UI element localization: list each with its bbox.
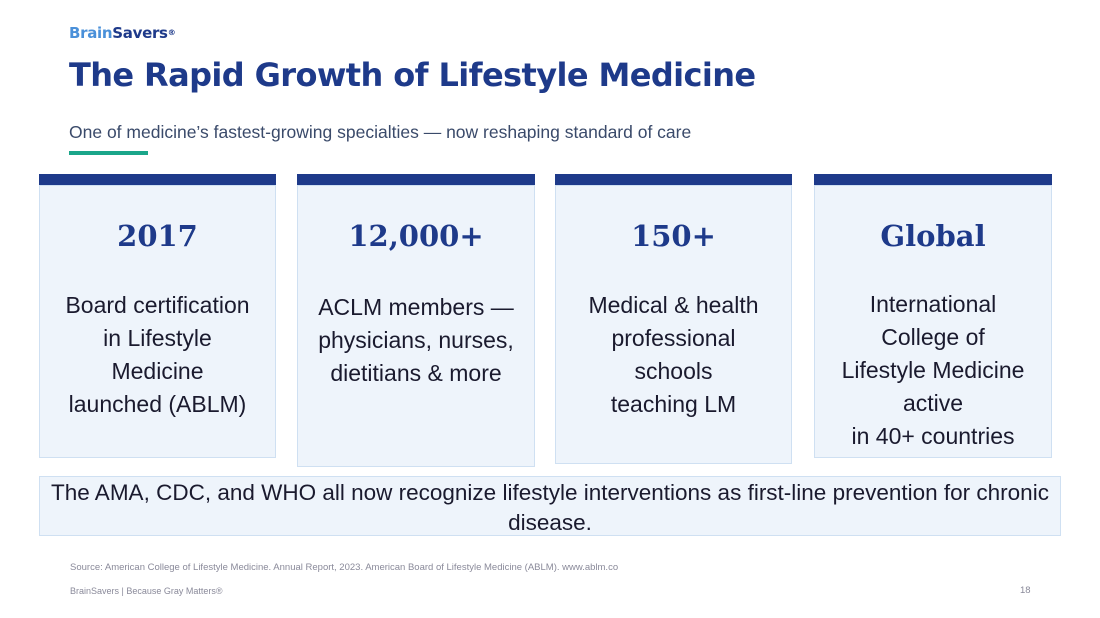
brand-logo: BrainSavers® xyxy=(69,24,176,42)
card-description: ACLM members — physicians, nurses, dieti… xyxy=(318,294,514,386)
card-stat: 12,000+ xyxy=(348,219,484,253)
card-header-bar xyxy=(39,174,276,185)
brand-logo-part2: Savers xyxy=(112,24,168,42)
footer-text: BrainSavers | Because Gray Matters® xyxy=(70,586,223,596)
stat-card-global: Global International College of Lifestyl… xyxy=(814,185,1052,458)
accent-rule xyxy=(69,151,148,155)
card-header-bar xyxy=(555,174,792,185)
card-header-bar xyxy=(297,174,535,185)
slide-title: The Rapid Growth of Lifestyle Medicine xyxy=(69,56,756,94)
card-description: International College of Lifestyle Medic… xyxy=(841,291,1025,449)
card-stat: 2017 xyxy=(117,219,198,253)
card-stat: Global xyxy=(880,219,986,253)
slide-subtitle: One of medicine’s fastest-growing specia… xyxy=(69,122,692,142)
card-description: Board certification in Lifestyle Medicin… xyxy=(65,292,250,417)
stat-card-aclm: 12,000+ ACLM members — physicians, nurse… xyxy=(297,185,535,467)
stat-card-ablm: 2017 Board certification in Lifestyle Me… xyxy=(39,185,276,458)
stat-card-schools: 150+ Medical & health professional schoo… xyxy=(555,185,792,464)
card-header-bar xyxy=(814,174,1052,185)
callout-box: The AMA, CDC, and WHO all now recognize … xyxy=(39,476,1061,536)
page-number: 18 xyxy=(1020,585,1031,596)
callout-text: The AMA, CDC, and WHO all now recognize … xyxy=(51,480,1049,535)
card-stat: 150+ xyxy=(631,219,716,253)
brand-logo-part1: Brain xyxy=(69,24,113,42)
card-description: Medical & health professional schools te… xyxy=(588,292,759,417)
source-citation: Source: American College of Lifestyle Me… xyxy=(70,562,619,573)
brand-logo-mark: ® xyxy=(167,28,176,37)
